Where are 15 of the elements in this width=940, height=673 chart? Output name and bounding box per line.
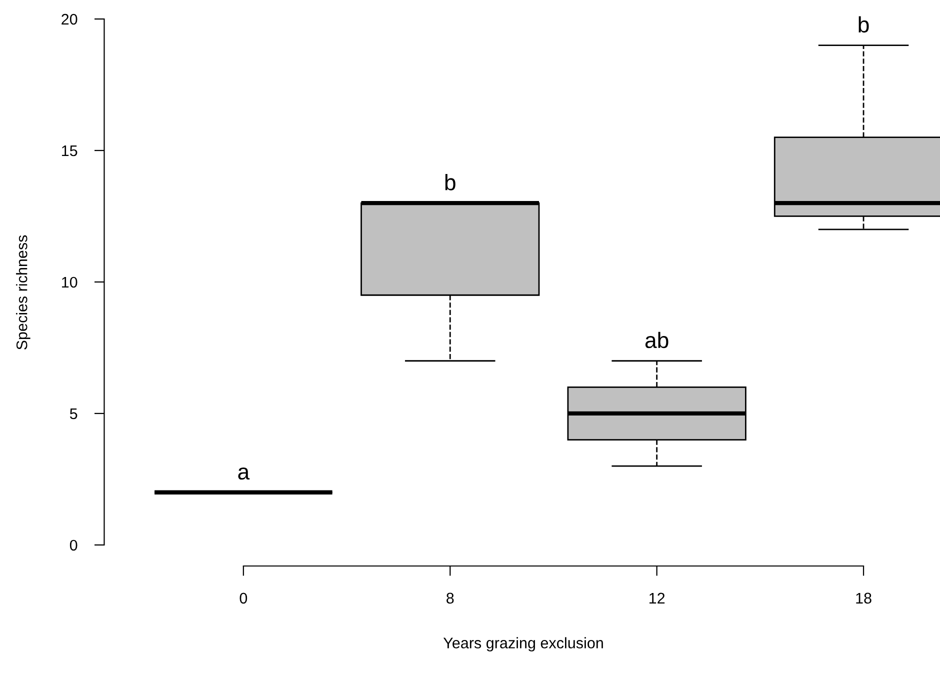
x-tick-label: 12 xyxy=(649,592,665,604)
annotation: ab xyxy=(645,332,668,348)
x-axis-title: Years grazing exclusion xyxy=(443,637,603,652)
annotation: b xyxy=(445,174,456,190)
annotation: a xyxy=(238,467,250,480)
y-axis-title: Species richness xyxy=(16,235,30,350)
x-tick-label: 18 xyxy=(856,592,872,604)
y-tick-label: 10 xyxy=(62,276,78,288)
annotation: b xyxy=(858,16,869,33)
y-tick-label: 5 xyxy=(70,408,78,420)
y-tick-label: 0 xyxy=(70,540,78,551)
x-tick-label: 8 xyxy=(446,592,454,604)
x-tick-label: 0 xyxy=(240,592,248,604)
y-tick-label: 15 xyxy=(62,146,78,156)
y-tick-label: 20 xyxy=(62,14,78,25)
